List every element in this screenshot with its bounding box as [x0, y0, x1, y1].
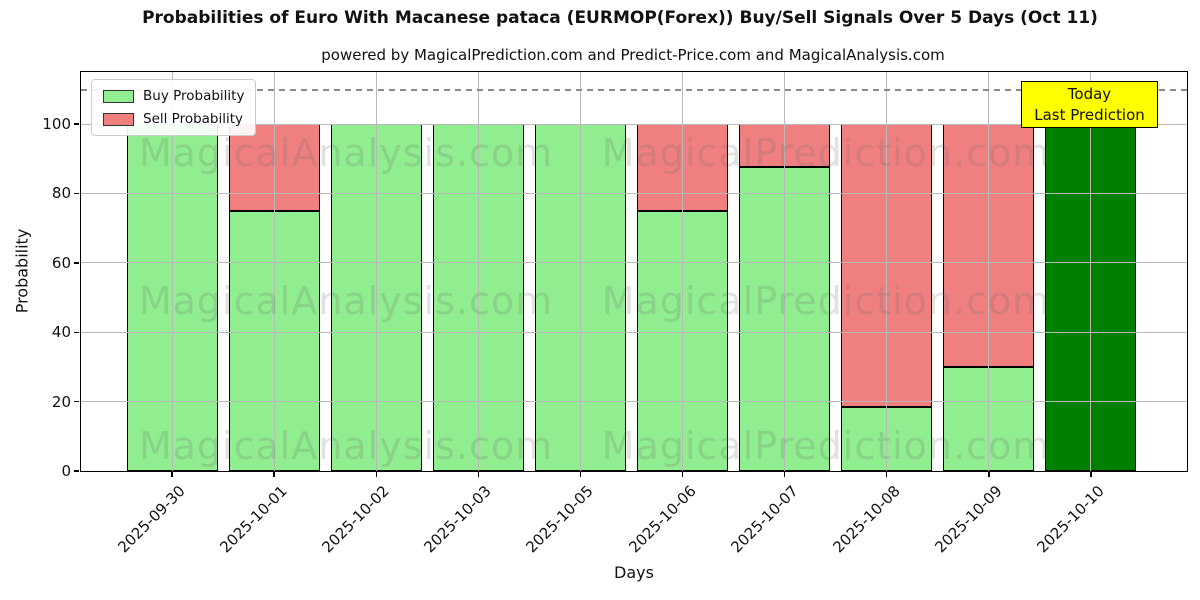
y-tick-label: 0: [61, 462, 71, 480]
y-tick-label: 60: [51, 253, 71, 272]
watermark-text: MagicalAnalysis.com: [138, 279, 554, 323]
y-tick-label: 40: [51, 323, 71, 342]
legend: Buy Probability Sell Probability: [91, 79, 257, 136]
y-tick-label: 100: [42, 115, 71, 134]
watermark-text: MagicalPrediction.com: [601, 424, 1051, 468]
x-tick-label: 2025-10-08: [829, 482, 904, 557]
v-gridline: [886, 72, 888, 471]
x-tick-mark: [477, 472, 480, 477]
y-tick-label: 80: [51, 184, 71, 203]
x-tick-mark: [1090, 472, 1092, 477]
y-tick-mark: [74, 192, 79, 195]
x-tick-label: 2025-10-09: [931, 482, 1006, 557]
x-tick-mark: [681, 472, 684, 477]
h-gridline: [81, 192, 1187, 194]
h-gridline: [81, 262, 1187, 264]
x-tick-label: 2025-10-10: [1033, 482, 1108, 557]
v-gridline: [579, 72, 581, 471]
today-annotation-box: Today Last Prediction: [1021, 81, 1158, 128]
x-tick-mark: [988, 472, 990, 477]
plot-area: MagicalAnalysis.com MagicalPrediction.com…: [42, 71, 1188, 556]
y-axis-title: Probability: [12, 228, 32, 314]
y-tick-mark: [74, 262, 79, 264]
y-tick-mark: [74, 470, 79, 472]
watermark-text: MagicalPrediction.com: [601, 131, 1051, 175]
y-tick-label: 20: [51, 392, 71, 411]
watermark-text: MagicalAnalysis.com: [138, 424, 554, 468]
v-gridline: [273, 72, 275, 471]
y-tick-mark: [74, 331, 79, 333]
h-gridline: [81, 401, 1187, 403]
x-tick-mark: [783, 472, 786, 477]
x-tick-mark: [171, 472, 173, 477]
x-tick-label: 2025-10-05: [522, 482, 598, 557]
v-gridline: [784, 72, 786, 471]
today-guide-line: [81, 89, 1187, 92]
y-tick-mark: [74, 400, 79, 403]
x-tick-label: 2025-10-03: [420, 482, 496, 557]
annotation-line-2: Last Prediction: [1034, 105, 1145, 124]
watermark-text: MagicalPrediction.com: [601, 279, 1051, 323]
x-tick-mark: [273, 472, 275, 477]
v-gridline: [1090, 72, 1092, 471]
legend-item-sell: Sell Probability: [103, 111, 244, 127]
x-tick-label: 2025-10-07: [727, 482, 802, 557]
h-gridline: [81, 123, 1187, 125]
x-tick-mark: [579, 472, 582, 477]
x-tick-label: 2025-10-01: [216, 482, 291, 557]
legend-label-sell: Sell Probability: [143, 111, 244, 127]
x-tick-mark: [375, 472, 377, 477]
chart-subtitle: powered by MagicalPrediction.com and Pre…: [321, 46, 945, 64]
v-gridline: [682, 72, 684, 471]
x-axis-title: Days: [614, 563, 654, 582]
watermark-text: MagicalAnalysis.com: [138, 131, 554, 175]
x-tick-label: 2025-09-30: [114, 482, 189, 557]
sell-swatch-icon: [103, 112, 134, 126]
v-gridline: [375, 72, 377, 471]
legend-label-buy: Buy Probability: [143, 88, 245, 104]
legend-item-buy: Buy Probability: [103, 88, 244, 104]
buy-swatch-icon: [103, 89, 134, 103]
h-gridline: [81, 331, 1187, 333]
v-gridline: [988, 72, 990, 471]
plot-clip: MagicalAnalysis.com MagicalPrediction.com…: [81, 72, 1187, 471]
x-tick-label: 2025-10-02: [318, 482, 393, 557]
x-tick-label: 2025-10-06: [624, 482, 700, 557]
v-gridline: [477, 72, 479, 471]
annotation-line-1: Today: [1067, 84, 1112, 103]
v-gridline: [171, 72, 173, 471]
chart-title: Probabilities of Euro With Macanese pata…: [142, 8, 1098, 28]
y-tick-mark: [74, 123, 79, 125]
x-tick-mark: [886, 472, 888, 477]
